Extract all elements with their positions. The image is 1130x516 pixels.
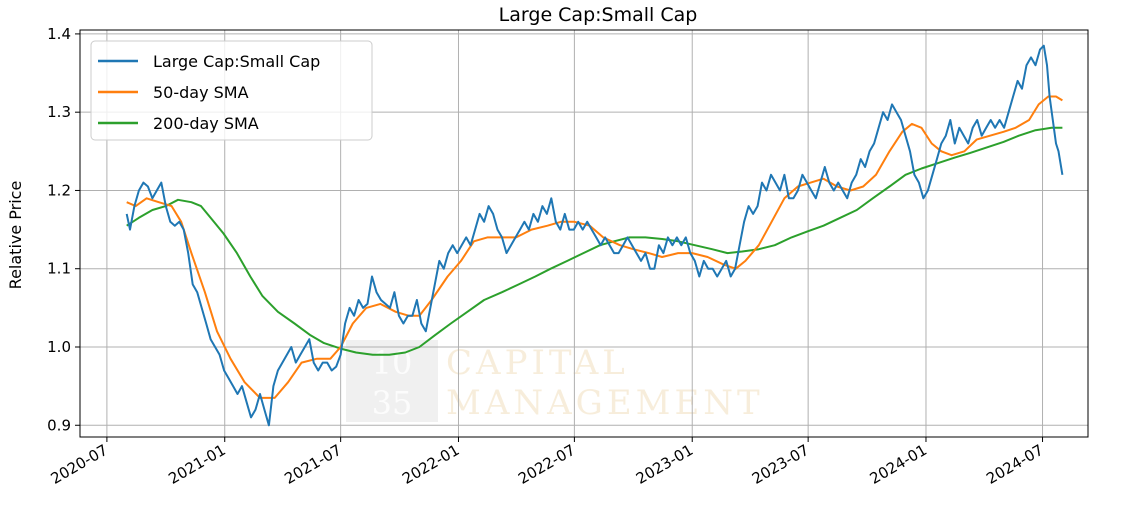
legend-label-2: 200-day SMA	[153, 114, 259, 133]
x-axis: 2020-07 2021-01 2021-07 2022-01 2022-07 2023-…	[48, 437, 1047, 488]
watermark-logo: 10 35 CAPITAL MANAGEMENT	[346, 340, 764, 423]
x-tick-label: 2024-07	[983, 441, 1046, 488]
legend: Large Cap:Small Cap 50-day SMA 200-day SMA	[90, 40, 373, 141]
x-tick-label: 2023-01	[633, 441, 696, 488]
series-layer	[125, 44, 1064, 427]
legend-label-0: Large Cap:Small Cap	[153, 52, 320, 71]
x-tick-label: 2024-01	[867, 441, 930, 488]
y-axis-label: Relative Price	[6, 181, 25, 290]
y-tick-label: 1.2	[47, 181, 71, 199]
watermark-number-top: 10	[372, 344, 413, 382]
y-tick-label: 1.3	[47, 103, 71, 121]
watermark-number-bottom: 35	[372, 384, 413, 422]
plot-frame	[79, 29, 1089, 438]
watermark-word-bottom: MANAGEMENT	[446, 383, 764, 423]
x-tick-label: 2022-01	[399, 441, 462, 488]
series-line-2	[126, 126, 1063, 356]
y-tick-label: 0.9	[47, 416, 71, 434]
watermark-word-top: CAPITAL	[446, 343, 629, 383]
y-tick-label: 1.4	[47, 25, 71, 43]
x-tick-label: 2021-01	[165, 441, 228, 488]
series-line-0	[125, 44, 1064, 427]
x-tick-label: 2021-07	[281, 441, 344, 488]
y-tick-label: 1.0	[47, 338, 71, 356]
x-tick-label: 2023-07	[749, 441, 812, 488]
legend-box	[90, 40, 373, 141]
series-line-1	[126, 95, 1063, 399]
y-tick-label: 1.1	[47, 260, 71, 278]
legend-label-1: 50-day SMA	[153, 83, 249, 102]
y-axis: 0.9 1.0 1.1 1.2 1.3 1.4	[47, 25, 80, 434]
x-tick-label: 2022-07	[515, 441, 578, 488]
x-tick-label: 2020-07	[48, 441, 111, 488]
chart-title: Large Cap:Small Cap	[499, 4, 698, 26]
